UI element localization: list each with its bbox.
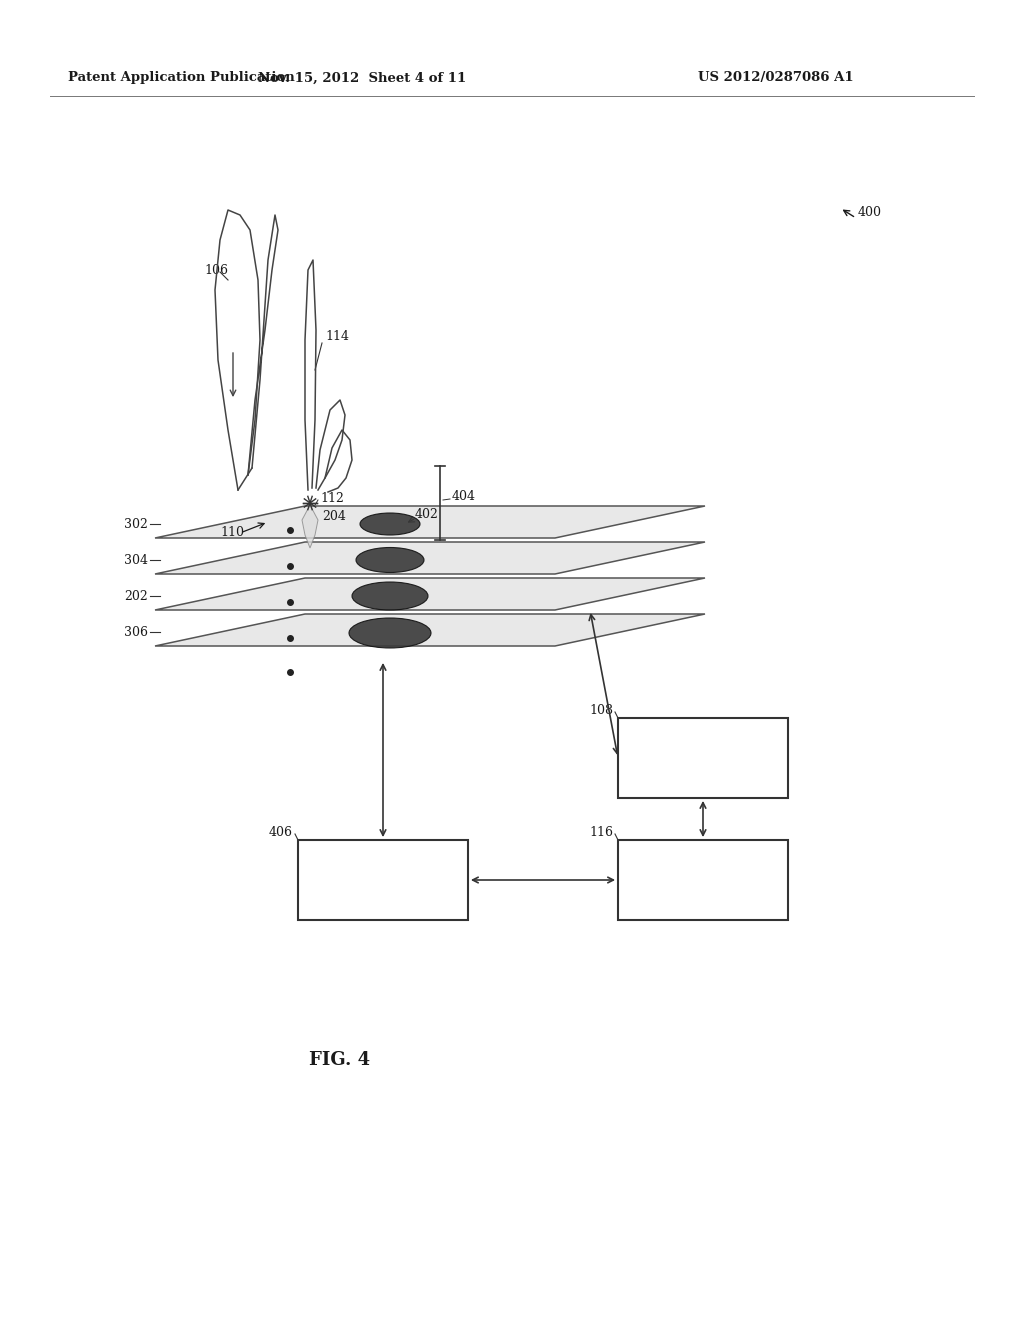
Text: 112: 112	[319, 491, 344, 504]
Text: 400: 400	[858, 206, 882, 219]
Text: 204: 204	[322, 510, 346, 523]
Text: 116: 116	[589, 825, 613, 838]
Text: 404: 404	[452, 491, 476, 503]
Bar	[618, 840, 788, 920]
Polygon shape	[155, 578, 705, 610]
Polygon shape	[302, 506, 318, 548]
Text: 306: 306	[124, 626, 148, 639]
Text: 402: 402	[415, 508, 439, 521]
Ellipse shape	[349, 618, 431, 648]
Polygon shape	[155, 506, 705, 539]
Polygon shape	[155, 543, 705, 574]
Ellipse shape	[360, 513, 420, 535]
Bar	[298, 840, 468, 920]
Text: 106: 106	[204, 264, 228, 276]
Text: Patent Application Publication: Patent Application Publication	[68, 71, 295, 84]
Text: Nov. 15, 2012  Sheet 4 of 11: Nov. 15, 2012 Sheet 4 of 11	[258, 71, 466, 84]
Bar	[618, 718, 788, 799]
Text: TRACKING
COMPONENT: TRACKING COMPONENT	[654, 866, 752, 894]
Ellipse shape	[352, 582, 428, 610]
Text: DISPLAY DRIVER
COMPONENT: DISPLAY DRIVER COMPONENT	[322, 866, 444, 894]
Polygon shape	[155, 614, 705, 645]
Text: 302: 302	[124, 517, 148, 531]
Text: FIG. 4: FIG. 4	[309, 1051, 371, 1069]
Text: 202: 202	[124, 590, 148, 602]
Text: 108: 108	[589, 704, 613, 717]
Ellipse shape	[356, 548, 424, 573]
Text: LIGHT ANALYSIS
COMPONENT: LIGHT ANALYSIS COMPONENT	[642, 744, 764, 772]
Text: US 2012/0287086 A1: US 2012/0287086 A1	[698, 71, 854, 84]
Text: 406: 406	[269, 825, 293, 838]
Text: 114: 114	[325, 330, 349, 343]
Text: 304: 304	[124, 553, 148, 566]
Text: 110: 110	[220, 525, 244, 539]
